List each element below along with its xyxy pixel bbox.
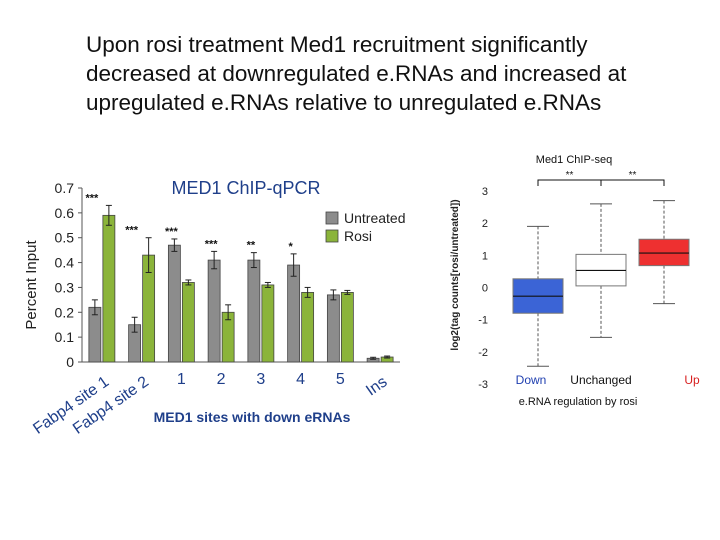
bar-rosi-4 <box>261 284 275 363</box>
x-tick-label: Ins <box>363 373 390 399</box>
med1-chip-qpcr-chart: MED1 ChIP-qPCR Percent Input MED1 sites … <box>23 178 405 438</box>
bar-untreated-5 <box>287 264 301 363</box>
bar-untreated-3 <box>207 259 221 363</box>
x-tick-label: Unchanged <box>570 373 631 387</box>
slide-title: Upon rosi treatment Med1 recruitment sig… <box>86 30 706 117</box>
y-tick-label: 0.5 <box>55 230 75 246</box>
bar-untreated-6 <box>326 294 340 363</box>
y-tick-label: 0.1 <box>55 329 75 345</box>
bar-untreated-0 <box>88 306 102 363</box>
x-tick-label: Down <box>516 373 547 387</box>
bar-untreated-2 <box>167 244 181 363</box>
y-axis-label: Percent Input <box>23 240 40 330</box>
bar-rosi-0 <box>102 214 116 363</box>
y-tick-label: 0 <box>66 354 74 370</box>
legend-label-untreated: Untreated <box>344 210 405 226</box>
y-tick-label: -2 <box>478 347 488 359</box>
x-tick-label: 2 <box>217 371 226 388</box>
x-tick-label: 1 <box>177 371 186 388</box>
bar-rosi-6 <box>340 292 354 363</box>
title-line-1: Upon rosi treatment Med1 recruitment sig… <box>86 32 588 57</box>
y-tick-label: 3 <box>482 186 488 198</box>
significance-label: * <box>288 241 293 253</box>
significance-label: *** <box>205 238 219 250</box>
x-tick-label: 3 <box>256 371 265 388</box>
significance-label: ** <box>566 170 574 181</box>
bar-rosi-5 <box>301 292 315 363</box>
significance-label: *** <box>85 192 99 204</box>
x-tick-label: 5 <box>336 371 345 388</box>
x-axis-label: e.RNA regulation by rosi <box>519 396 638 408</box>
significance-label: ** <box>629 170 637 181</box>
legend-swatch-untreated <box>325 211 339 225</box>
bar-rosi-2 <box>181 282 195 363</box>
title-line-3: upregulated e.RNAs relative to unregulat… <box>86 90 602 115</box>
x-tick-label: 4 <box>296 371 305 388</box>
med1-chip-seq-boxplot: Med1 ChIP-seq log2(tag counts[rosi/untre… <box>450 154 700 408</box>
legend-label-rosi: Rosi <box>344 228 372 244</box>
significance-label: *** <box>165 226 179 238</box>
y-tick-label: 0 <box>482 283 488 295</box>
y-tick-label: 0.7 <box>55 180 75 196</box>
y-tick-label: 0.2 <box>55 304 75 320</box>
y-tick-label: 1 <box>482 250 488 262</box>
chart-title: MED1 ChIP-qPCR <box>171 178 320 198</box>
box-up <box>638 238 690 267</box>
y-tick-label: 0.4 <box>55 255 75 271</box>
significance-label: ** <box>247 240 256 252</box>
y-tick-label: 0.3 <box>55 279 75 295</box>
x-axis-label: MED1 sites with down eRNAs <box>154 409 351 425</box>
y-tick-label: -3 <box>478 379 488 391</box>
y-axis-label: log2(tag counts[rosi/untreated]) <box>450 199 461 350</box>
significance-label: *** <box>125 225 139 237</box>
legend-swatch-rosi <box>325 229 339 243</box>
y-tick-label: -1 <box>478 315 488 327</box>
y-tick-label: 2 <box>482 218 488 230</box>
title-line-2: decreased at downregulated e.RNAs and in… <box>86 61 627 86</box>
chart-title: Med1 ChIP-seq <box>536 154 612 166</box>
bar-untreated-4 <box>247 259 261 363</box>
x-tick-label: Up <box>684 373 700 387</box>
significance-bracket <box>600 179 665 186</box>
y-tick-label: 0.6 <box>55 205 75 221</box>
